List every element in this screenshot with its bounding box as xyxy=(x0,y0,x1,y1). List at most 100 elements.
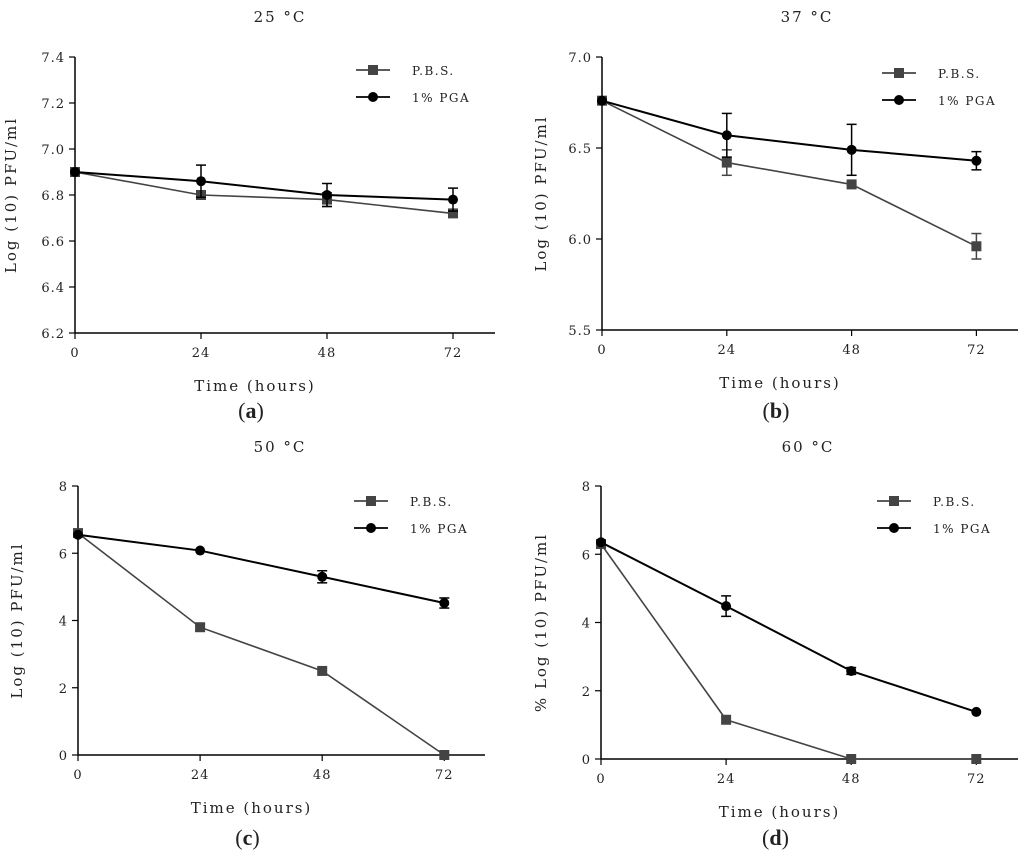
y-tick-label: 6.8 xyxy=(41,189,65,204)
legend-label: P.B.S. xyxy=(412,64,455,78)
data-point xyxy=(70,167,80,177)
y-axis-title: Log (10) PFU/ml xyxy=(532,115,550,271)
data-point xyxy=(439,750,450,760)
y-tick-label: 5.5 xyxy=(568,324,592,339)
y-tick-label: 0 xyxy=(59,749,68,764)
panel-letter: a xyxy=(246,398,257,423)
data-point xyxy=(448,208,458,219)
legend-label: 1% PGA xyxy=(412,91,470,105)
legend-marker xyxy=(366,523,376,533)
x-tick-label: 24 xyxy=(191,768,210,783)
series-circle xyxy=(597,95,982,177)
data-point xyxy=(317,571,328,582)
panel-label: (b) xyxy=(763,398,790,423)
legend-label: P.B.S. xyxy=(410,495,453,509)
data-point xyxy=(846,179,857,190)
series-line xyxy=(74,171,454,215)
x-tick-label: 0 xyxy=(73,768,82,783)
y-tick-label: 6.2 xyxy=(41,327,65,342)
x-axis-title: Time (hours) xyxy=(719,803,841,821)
y-tick-label: 6.6 xyxy=(41,235,65,250)
data-point xyxy=(971,155,982,166)
x-tick-label: 72 xyxy=(967,343,986,358)
data-point xyxy=(596,537,606,548)
panel-label: (a) xyxy=(238,398,264,423)
x-tick-label: 72 xyxy=(435,768,454,783)
data-point xyxy=(971,706,982,717)
x-axis-title: Time (hours) xyxy=(194,377,316,395)
panel-label: (c) xyxy=(235,825,259,850)
y-tick-label: 7.2 xyxy=(41,97,65,112)
chart-title: 25 °C xyxy=(254,8,307,26)
legend-label: 1% PGA xyxy=(933,522,991,536)
legend-label: 1% PGA xyxy=(938,94,996,108)
legend-label: 1% PGA xyxy=(410,522,468,536)
legend: P.B.S. 1% PGA xyxy=(882,67,996,108)
y-tick-label: 6.5 xyxy=(568,142,592,157)
y-tick-label: 6.4 xyxy=(41,281,65,296)
y-tick-label: 7.0 xyxy=(41,143,65,158)
legend-marker xyxy=(366,496,376,506)
y-tick-label: 6.0 xyxy=(568,233,592,248)
y-tick-label: 6 xyxy=(582,548,591,563)
x-tick-label: 24 xyxy=(717,772,736,787)
y-tick-label: 7.0 xyxy=(568,51,592,66)
series-line xyxy=(600,543,977,760)
y-tick-label: 7.4 xyxy=(41,51,65,66)
y-tick-label: 4 xyxy=(582,617,591,632)
data-point xyxy=(721,130,732,141)
series-line xyxy=(601,99,977,247)
x-tick-label: 0 xyxy=(596,772,605,787)
legend-label: P.B.S. xyxy=(938,67,981,81)
series-line xyxy=(600,541,977,713)
legend-marker xyxy=(894,68,904,78)
x-tick-label: 0 xyxy=(597,343,606,358)
series-square xyxy=(70,167,458,219)
data-point xyxy=(322,190,332,200)
x-tick-label: 72 xyxy=(444,346,463,361)
legend: P.B.S. 1% PGA xyxy=(354,495,468,536)
y-tick-label: 0 xyxy=(582,753,591,768)
y-tick-label: 2 xyxy=(59,682,68,697)
data-point xyxy=(196,176,206,187)
legend-marker xyxy=(368,65,378,75)
legend-marker xyxy=(894,95,904,105)
data-point xyxy=(721,714,732,725)
legend: P.B.S. 1% PGA xyxy=(356,64,470,105)
legend-marker xyxy=(889,496,899,506)
panel-letter: c xyxy=(243,825,253,850)
x-tick-label: 24 xyxy=(718,343,737,358)
data-point xyxy=(195,545,206,556)
series-line xyxy=(74,171,454,201)
y-axis-title: Log (10) PFU/ml xyxy=(2,117,20,273)
data-point xyxy=(317,665,328,676)
data-point xyxy=(846,754,857,764)
series-square xyxy=(596,539,982,764)
x-tick-label: 48 xyxy=(842,343,861,358)
chart-title: 60 °C xyxy=(782,438,835,456)
y-tick-label: 2 xyxy=(582,685,591,700)
y-tick-label: 8 xyxy=(59,480,68,495)
chart-title: 50 °C xyxy=(254,438,307,456)
data-point xyxy=(846,144,857,155)
series-line xyxy=(601,99,977,162)
data-point xyxy=(597,95,607,106)
x-tick-label: 24 xyxy=(192,346,211,361)
data-point xyxy=(721,157,732,168)
series-line xyxy=(77,533,445,604)
y-axis-title: Log (10) PFU/ml xyxy=(8,542,26,698)
legend-label: P.B.S. xyxy=(933,495,976,509)
series-circle xyxy=(596,537,982,717)
legend-marker xyxy=(889,523,899,533)
x-tick-label: 48 xyxy=(313,768,332,783)
series-square xyxy=(597,95,982,260)
data-point xyxy=(73,529,83,540)
legend: P.B.S. 1% PGA xyxy=(877,495,991,536)
data-point xyxy=(721,601,732,612)
panel-letter: d xyxy=(769,825,781,850)
data-point xyxy=(195,622,206,633)
chart-panel-b: 37 °C 5.5 6.0 6.5 7.0 0 24 48 72 Time (hours) Log … xyxy=(532,8,1018,423)
series-circle xyxy=(70,164,458,212)
